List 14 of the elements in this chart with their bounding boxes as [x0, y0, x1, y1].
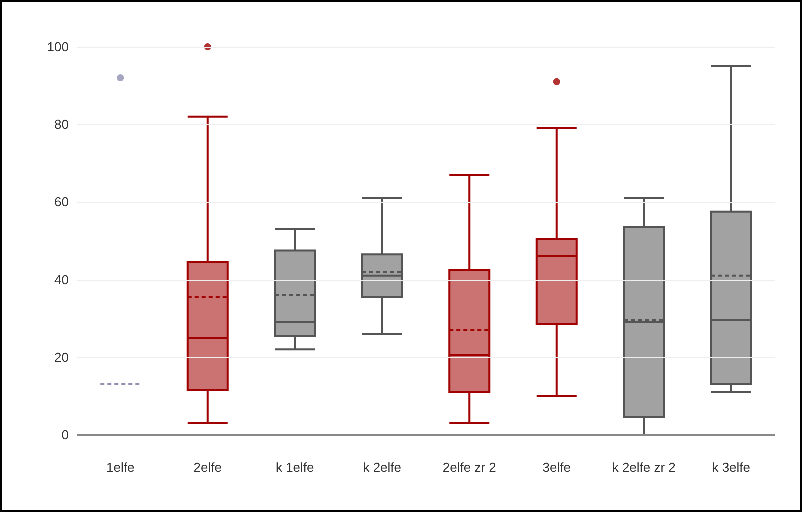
y-tick-label: 0: [62, 428, 69, 442]
y-tick-label: 60: [54, 194, 69, 210]
x-tick-label: 2elfe zr 2: [442, 460, 496, 475]
x-tick-label: k 1elfe: [276, 460, 314, 475]
y-tick-label: 20: [54, 350, 69, 365]
y-tick-label: 40: [54, 272, 69, 288]
x-tick-label: k 2elfe zr 2: [612, 460, 676, 475]
x-tick-label: 2elfe: [194, 460, 222, 475]
x-tick-label: k 2elfe: [363, 460, 402, 475]
x-tick-label: 1elfe: [106, 460, 135, 475]
y-tick-label: 80: [54, 117, 69, 132]
x-tick-label: 3elfe: [542, 460, 571, 475]
x-tick-label: k 3elfe: [712, 460, 751, 475]
y-tick-label: 100: [47, 40, 69, 54]
